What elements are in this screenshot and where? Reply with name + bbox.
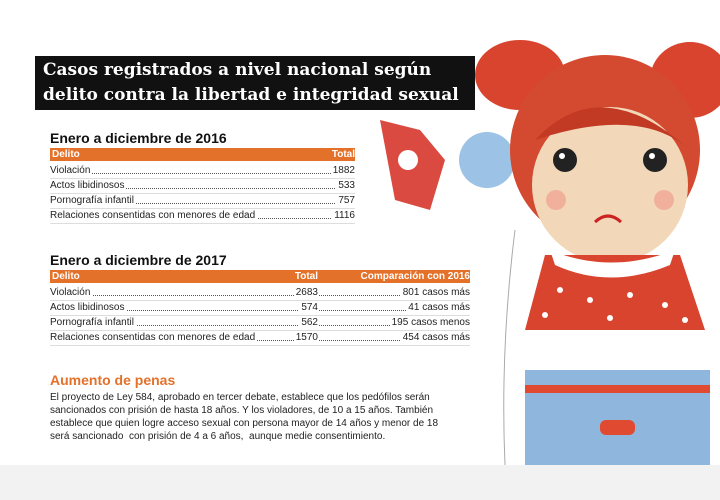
cell: Actos libidinosos <box>50 180 127 191</box>
cell: 1570 <box>293 332 318 343</box>
paragraph-line: será sancionado con prisión de 4 a 6 año… <box>50 431 386 442</box>
leader <box>50 203 355 204</box>
leader <box>50 188 355 189</box>
table-row: Relaciones consentidas con menores de ed… <box>50 331 470 346</box>
cell: 801 casos más <box>400 287 470 298</box>
cell: Violación <box>50 165 93 176</box>
paragraph-line: sancionados con prisión de hasta 18 años… <box>50 405 434 416</box>
cell: Violación <box>50 287 93 298</box>
table-row: Actos libidinosos 533 <box>50 179 355 194</box>
leader <box>50 295 470 296</box>
table-heading: Enero a diciembre de 2016 <box>50 130 227 146</box>
cell: 757 <box>336 195 355 206</box>
title-line: delito contra la libertad e integridad s… <box>43 85 459 105</box>
table-row: Violación 2683 801 casos más <box>50 286 470 301</box>
table-row: Pornografía infantil 757 <box>50 194 355 209</box>
cell: 1882 <box>330 165 355 176</box>
cell: 562 <box>299 317 318 328</box>
table-heading: Enero a diciembre de 2017 <box>50 252 227 268</box>
table-header: Delito Total <box>50 148 355 161</box>
leader <box>50 310 470 311</box>
paragraph-line: establece que quien logre acceso sexual … <box>50 418 439 429</box>
cell: 41 casos más <box>406 302 470 313</box>
cell: Relaciones consentidas con menores de ed… <box>50 210 258 221</box>
column-header: Comparación con 2016 <box>360 271 470 282</box>
cell: 195 casos menos <box>389 317 470 328</box>
column-header: Total <box>294 271 318 282</box>
title-banner: Casos registrados a nivel nacional según… <box>35 56 475 110</box>
section-title: Aumento de penas <box>50 372 176 388</box>
column-header: Delito <box>52 149 80 160</box>
leader <box>50 340 470 341</box>
cell: Relaciones consentidas con menores de ed… <box>50 332 258 343</box>
cell: 454 casos más <box>400 332 470 343</box>
column-header: Total <box>331 149 355 160</box>
table-row: Pornografía infantil 562 195 casos menos <box>50 316 470 331</box>
cell: Actos libidinosos <box>50 302 127 313</box>
cell: 574 <box>299 302 318 313</box>
table-row: Actos libidinosos 574 41 casos más <box>50 301 470 316</box>
paragraph-line: El proyecto de Ley 584, aprobado en terc… <box>50 392 430 403</box>
table-row: Relaciones consentidas con menores de ed… <box>50 209 355 224</box>
cell: Pornografía infantil <box>50 317 136 328</box>
leader <box>50 173 355 174</box>
cell: Pornografía infantil <box>50 195 136 206</box>
leader <box>50 325 470 326</box>
table-header: Delito Total Comparación con 2016 <box>50 270 470 283</box>
table-row: Violación 1882 <box>50 164 355 179</box>
cell: 2683 <box>293 287 318 298</box>
column-header: Delito <box>52 271 80 282</box>
cell: 533 <box>336 180 355 191</box>
cell: 1116 <box>332 210 355 221</box>
title-line: Casos registrados a nivel nacional según <box>43 60 432 80</box>
